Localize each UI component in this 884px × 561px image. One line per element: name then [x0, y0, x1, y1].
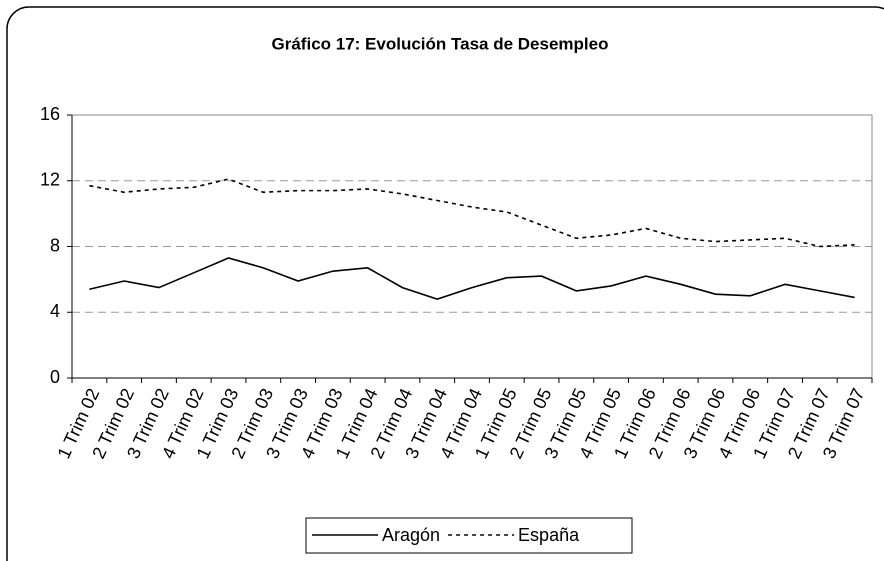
- y-tick-label: 4: [50, 301, 60, 321]
- chart-title: Gráfico 17: Evolución Tasa de Desempleo: [272, 34, 609, 53]
- series-line: [89, 257, 855, 300]
- y-tick-label: 16: [40, 104, 60, 124]
- y-tick-label: 8: [50, 235, 60, 255]
- series-line: [89, 178, 855, 248]
- legend-label: Aragón: [382, 525, 440, 545]
- legend-label: España: [518, 525, 580, 545]
- y-tick-label: 0: [50, 367, 60, 387]
- chart-frame: [6, 6, 884, 561]
- legend-box: [305, 517, 633, 554]
- y-tick-label: 12: [40, 170, 60, 190]
